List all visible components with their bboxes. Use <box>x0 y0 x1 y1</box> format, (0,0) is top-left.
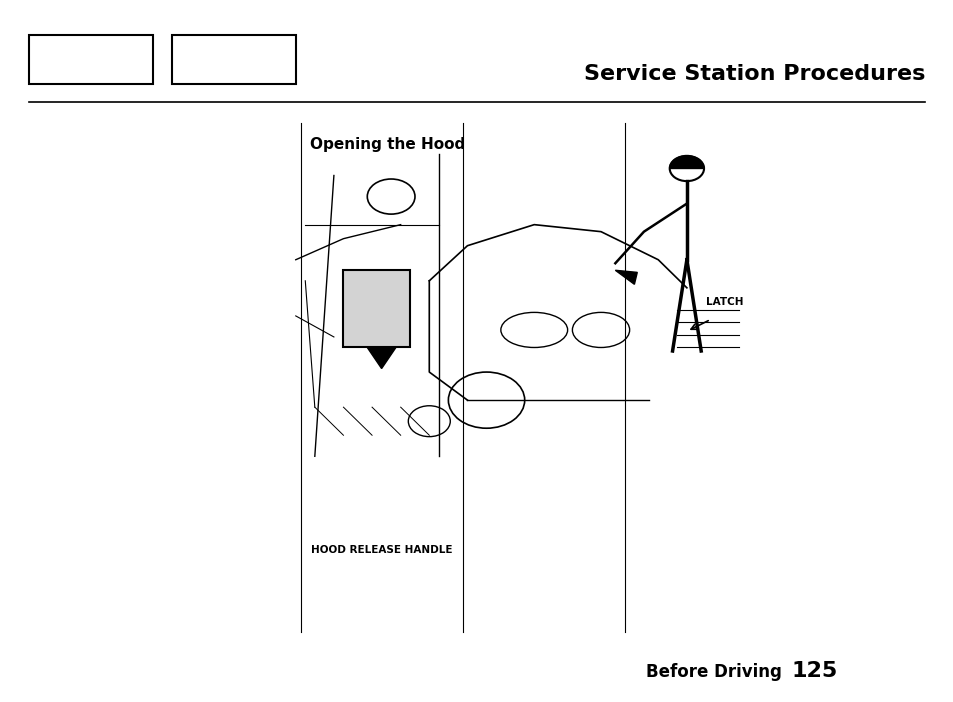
Wedge shape <box>669 156 703 168</box>
Polygon shape <box>615 270 637 284</box>
FancyBboxPatch shape <box>343 270 410 347</box>
Text: Service Station Procedures: Service Station Procedures <box>583 64 924 84</box>
Text: Opening the Hood: Opening the Hood <box>310 137 465 152</box>
FancyBboxPatch shape <box>172 35 295 84</box>
Text: LATCH: LATCH <box>705 297 742 307</box>
Text: HOOD RELEASE HANDLE: HOOD RELEASE HANDLE <box>311 545 452 555</box>
Polygon shape <box>367 347 395 369</box>
Text: 125: 125 <box>791 661 837 681</box>
FancyBboxPatch shape <box>29 35 152 84</box>
Text: Before Driving: Before Driving <box>646 663 781 681</box>
